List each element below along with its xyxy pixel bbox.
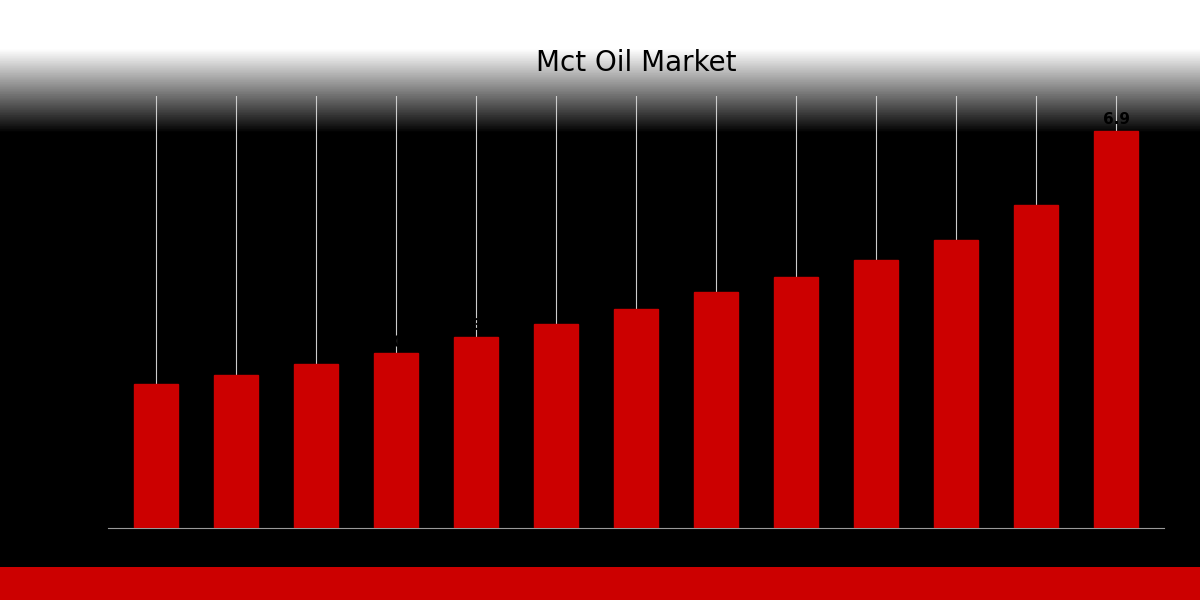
Bar (294, 364, 338, 528)
Bar (374, 353, 418, 528)
Bar (454, 337, 498, 528)
Bar (774, 277, 818, 528)
Bar (934, 240, 978, 528)
Bar (1094, 131, 1138, 528)
Bar (1014, 205, 1058, 528)
Bar (854, 260, 898, 528)
Text: 3.32: 3.32 (457, 319, 494, 334)
Bar (534, 323, 578, 528)
Bar (214, 376, 258, 528)
Bar (614, 309, 658, 528)
Text: 3.03: 3.03 (377, 335, 415, 350)
Text: 6.9: 6.9 (1103, 112, 1129, 127)
Bar (134, 384, 178, 528)
Title: Mct Oil Market: Mct Oil Market (535, 49, 737, 77)
Bar (694, 292, 738, 528)
